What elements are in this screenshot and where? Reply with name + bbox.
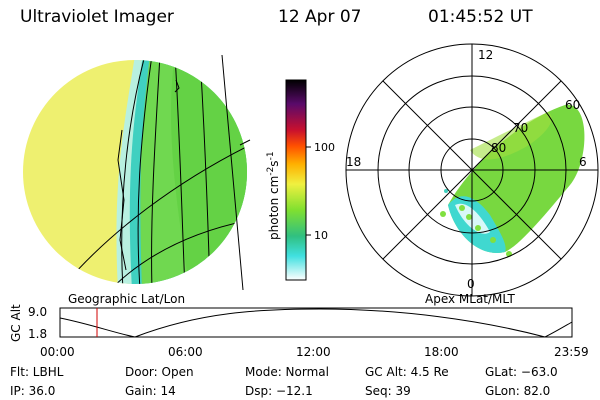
mlt-label: 6 — [579, 155, 587, 169]
mlt-label: 0 — [467, 277, 475, 291]
grid-line — [221, 54, 244, 291]
x-tick-label: 12:00 — [296, 345, 331, 359]
mlat-label: 80 — [491, 141, 506, 155]
panel-caption: Apex MLat/MLT — [425, 292, 515, 306]
polar-image — [440, 104, 585, 257]
unit-exp: -1 — [266, 151, 276, 160]
x-tick-label: 06:00 — [168, 345, 203, 359]
unit-text: s — [267, 160, 281, 166]
x-ticks: 00:00 06:00 12:00 18:00 23:59 — [40, 345, 589, 359]
footer-field: Gain: 14 — [125, 384, 176, 398]
mlt-label: 12 — [478, 48, 493, 62]
time: 01:45:52 UT — [428, 7, 533, 27]
footer: Flt: LBHL Door: Open Mode: Normal GC Alt: 4… — [10, 365, 558, 398]
footer-field: Flt: LBHL — [10, 365, 64, 379]
x-tick-label: 18:00 — [424, 345, 459, 359]
mlat-label: 70 — [513, 121, 528, 135]
mlat-label: 60 — [565, 98, 580, 112]
mlt-label: 18 — [346, 155, 361, 169]
colorbar — [285, 79, 307, 281]
footer-field: GLon: 82.0 — [485, 384, 550, 398]
altitude-curve — [59, 308, 573, 338]
grid-line — [239, 139, 251, 146]
y-tick-label: 9.0 — [28, 305, 47, 319]
polar-grid — [345, 43, 599, 297]
altitude-frame — [59, 307, 573, 338]
footer-field: Mode: Normal — [245, 365, 329, 379]
footer-field: GC Alt: 4.5 Re — [365, 365, 449, 379]
colorbar-label: photon cm-2s-1 — [266, 151, 281, 240]
colorbar-tick-label: 10 — [314, 229, 328, 242]
x-tick-label: 23:59 — [554, 345, 589, 359]
x-tick-label: 00:00 — [40, 345, 75, 359]
footer-field: Door: Open — [125, 365, 194, 379]
footer-field: Seq: 39 — [365, 384, 411, 398]
unit-exp: -2 — [266, 167, 276, 176]
title: Ultraviolet Imager — [20, 7, 174, 27]
footer-field: Dsp: −12.1 — [245, 384, 313, 398]
colorbar-tick-label: 100 — [314, 141, 335, 154]
footer-field: IP: 36.0 — [10, 384, 55, 398]
date: 12 Apr 07 — [278, 7, 361, 27]
y-axis-label: GC Alt — [9, 304, 23, 342]
unit-text: photon cm — [267, 176, 281, 240]
y-tick-label: 1.8 — [28, 327, 47, 341]
footer-field: GLat: −63.0 — [485, 365, 558, 379]
panel-caption: Geographic Lat/Lon — [68, 292, 185, 306]
geographic-image — [23, 60, 247, 284]
